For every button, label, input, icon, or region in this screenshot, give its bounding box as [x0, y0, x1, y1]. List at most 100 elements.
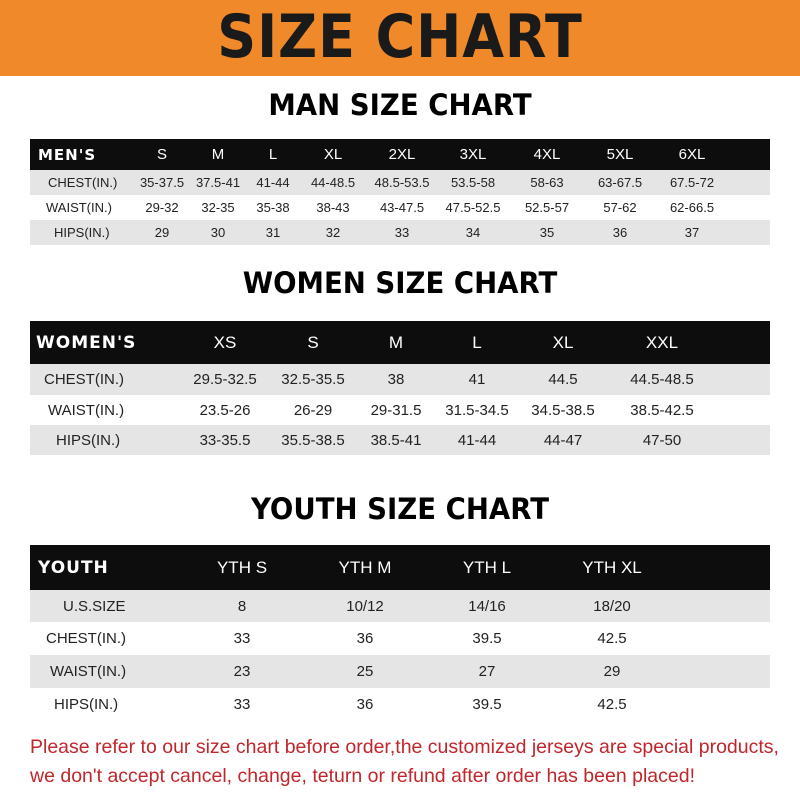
table-row: HIPS(IN.) 33 36 39.5 42.5	[30, 688, 770, 721]
table-title-cell: YOUTH	[38, 557, 109, 578]
size-header: M	[211, 146, 225, 163]
table-cell: 32	[325, 225, 341, 240]
row-label: CHEST(IN.)	[46, 630, 126, 647]
table-cell: 41	[468, 371, 486, 388]
table-cell: 62-66.5	[669, 200, 715, 215]
table-cell: 44-47	[543, 431, 583, 449]
table-row: WAIST(IN.) 23.5-26 26-29 29-31.5 31.5-34.5 34…	[30, 395, 770, 425]
table-cell: 10/12	[346, 597, 384, 615]
table-cell: 33	[233, 696, 251, 713]
size-header: XXL	[645, 332, 679, 352]
table-cell: 38	[387, 371, 405, 388]
table-cell: 23.5-26	[199, 401, 251, 419]
table-cell: 25	[356, 663, 374, 680]
table-cell: 37	[684, 225, 700, 240]
table-cell: 47.5-52.5	[445, 200, 501, 215]
table-cell: 44-48.5	[310, 175, 356, 190]
size-header: YTH L	[462, 557, 512, 577]
note-line-1: Please refer to our size chart before or…	[30, 736, 779, 758]
table-title-cell: MEN'S	[38, 145, 97, 164]
table-cell: 29-32	[145, 200, 179, 215]
table-cell: 29	[154, 225, 170, 240]
youth-size-table: YOUTH YTH S YTH M YTH L YTH XL U.S.SIZE 8 10/12…	[30, 545, 770, 721]
row-label: HIPS(IN.)	[54, 225, 110, 240]
youth-title: YOUTH SIZE CHART	[250, 492, 550, 526]
table-cell: 44.5	[548, 371, 578, 388]
table-cell: 67.5-72	[669, 175, 715, 190]
table-row: WAIST(IN.) 23 25 27 29	[30, 655, 770, 688]
disclaimer-note: Please refer to our size chart before or…	[30, 733, 790, 791]
men-size-table: MEN'S S M L XL 2XL 3XL 4XL 5XL 6XL CHEST(IN.) 35-37…	[30, 139, 770, 245]
size-header: XS	[213, 332, 237, 352]
table-cell: 44.5-48.5	[630, 371, 694, 388]
table-row: WAIST(IN.) 29-32 32-35 35-38 38-43 43-47.5 47.…	[30, 195, 770, 220]
table-cell: 39.5	[472, 696, 502, 713]
table-cell: 33-35.5	[199, 431, 251, 449]
table-cell: 38.5-42.5	[630, 401, 694, 419]
table-cell: 58-63	[530, 175, 564, 190]
table-cell: 36	[612, 225, 628, 240]
table-cell: 47-50	[642, 431, 682, 449]
table-header-row: MEN'S S M L XL 2XL 3XL 4XL 5XL 6XL	[30, 139, 770, 170]
table-cell: 23	[233, 663, 251, 680]
table-row: CHEST(IN.) 29.5-32.5 32.5-35.5 38 41 44.5 44.5…	[30, 364, 770, 395]
row-label: U.S.SIZE	[63, 597, 126, 615]
row-label: WAIST(IN.)	[48, 401, 125, 419]
table-cell: 38.5-41	[370, 431, 422, 449]
table-row: HIPS(IN.) 33-35.5 35.5-38.5 38.5-41 41-44 44-…	[30, 425, 770, 455]
table-header-row: YOUTH YTH S YTH M YTH L YTH XL	[30, 545, 770, 590]
table-cell: 14/16	[468, 597, 506, 615]
table-row: HIPS(IN.) 29 30 31 32 33 34 35 36 37	[30, 220, 770, 245]
table-cell: 33	[394, 225, 410, 240]
size-header: XL	[323, 146, 343, 163]
row-label: CHEST(IN.)	[48, 175, 118, 190]
table-cell: 57-62	[603, 200, 637, 215]
table-cell: 35.5-38.5	[281, 431, 345, 449]
table-cell: 41-44	[457, 431, 497, 449]
row-label: HIPS(IN.)	[54, 696, 119, 713]
size-header: 4XL	[533, 146, 561, 163]
table-cell: 31.5-34.5	[445, 401, 509, 419]
men-title: MAN SIZE CHART	[268, 88, 532, 122]
table-cell: 35-38	[256, 200, 290, 215]
table-cell: 36	[356, 696, 374, 713]
table-cell: 18/20	[593, 597, 631, 615]
table-cell: 36	[356, 630, 374, 647]
table-cell: 38-43	[316, 200, 350, 215]
row-label: CHEST(IN.)	[44, 371, 124, 388]
table-cell: 33	[233, 630, 251, 647]
table-cell: 29	[603, 663, 621, 680]
table-cell: 30	[210, 225, 226, 240]
table-header-row: WOMEN'S XS S M L XL XXL	[30, 321, 770, 364]
table-cell: 53.5-58	[450, 175, 496, 190]
table-cell: 32-35	[201, 200, 235, 215]
table-cell: 26-29	[293, 401, 333, 419]
size-header: 2XL	[388, 146, 416, 163]
size-header: L	[268, 146, 278, 163]
size-header: S	[156, 146, 168, 163]
size-header: L	[472, 332, 482, 352]
table-cell: 27	[478, 663, 496, 680]
size-header: YTH M	[338, 557, 392, 577]
table-cell: 43-47.5	[379, 200, 425, 215]
table-cell: 42.5	[597, 630, 627, 647]
table-cell: 41-44	[256, 175, 290, 190]
row-label: WAIST(IN.)	[50, 663, 127, 680]
size-header: YTH S	[216, 557, 268, 577]
table-cell: 52.5-57	[524, 200, 570, 215]
size-header: 5XL	[606, 146, 634, 163]
table-cell: 42.5	[597, 696, 627, 713]
size-header: YTH XL	[582, 557, 642, 577]
table-cell: 48.5-53.5	[374, 175, 430, 190]
table-cell: 34.5-38.5	[531, 401, 595, 419]
table-cell: 29.5-32.5	[193, 371, 257, 388]
table-cell: 32.5-35.5	[281, 371, 345, 388]
table-cell: 37.5-41	[195, 175, 241, 190]
table-cell: 39.5	[472, 630, 502, 647]
women-title: WOMEN SIZE CHART	[242, 266, 558, 300]
table-row: U.S.SIZE 8 10/12 14/16 18/20	[30, 590, 770, 622]
size-header: 3XL	[459, 146, 487, 163]
table-title-cell: WOMEN'S	[36, 332, 137, 353]
row-label: WAIST(IN.)	[46, 200, 112, 215]
banner-title: SIZE CHART	[217, 2, 583, 72]
